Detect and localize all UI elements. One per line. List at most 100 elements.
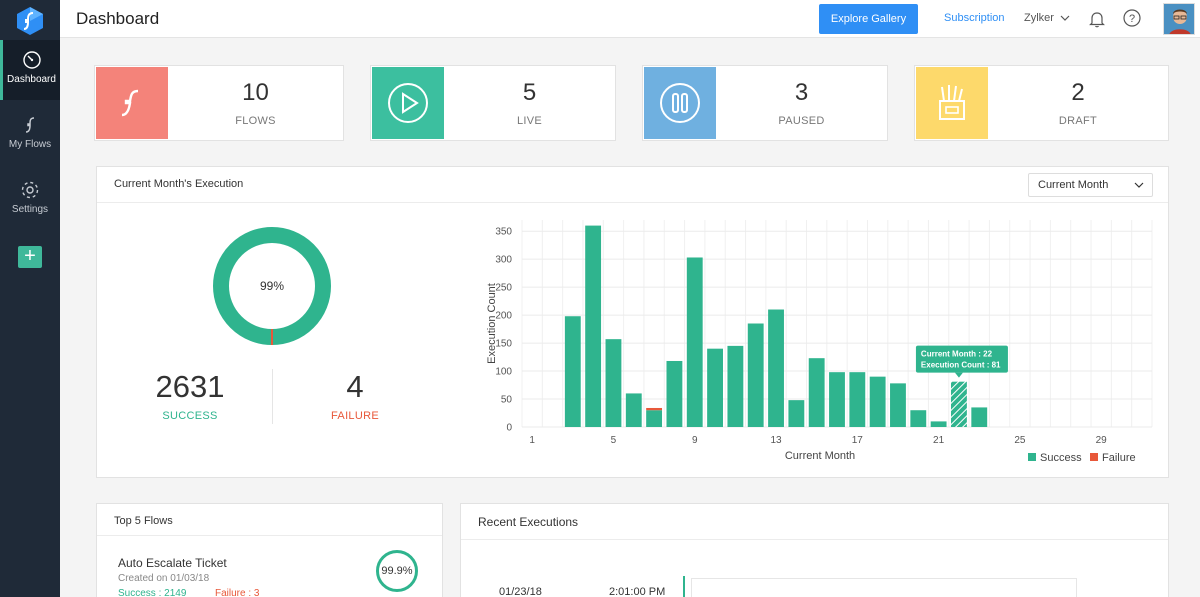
tooltip-arrow [954,372,963,378]
legend-swatch [1090,453,1098,461]
add-flow-button[interactable]: + [18,246,42,268]
gauge-icon [22,51,41,69]
period-select[interactable]: Current Month [1028,173,1153,197]
x-axis-title: Current Month [785,450,855,462]
flow-failure-count: Failure : 3 [215,588,260,597]
bar-success [646,410,663,427]
bar-success [707,348,723,427]
panel-title: Recent Executions [478,515,579,529]
app-logo-icon[interactable] [15,6,45,36]
success-rate-donut [213,227,331,345]
stat-card-draft[interactable]: 2 DRAFT [914,65,1169,141]
stat-value: 3 [794,79,809,106]
stat-value: 10 [242,79,269,106]
stat-tile [372,67,444,139]
stat-card-live[interactable]: 5 LIVE [370,65,616,141]
x-tick-label: 5 [611,435,617,446]
success-label: SUCCESS [162,410,218,422]
y-tick-label: 350 [495,227,512,238]
x-tick-label: 21 [933,435,945,446]
stat-label: FLOWS [235,115,276,127]
donut-label: 99% [259,279,285,293]
x-tick-label: 25 [1014,435,1026,446]
help-icon[interactable]: ? [1123,9,1141,27]
stat-tile [644,67,716,139]
stat-label: LIVE [516,115,543,127]
tooltip-text: Execution Count : 81 [921,361,1001,370]
stat-label: PAUSED [778,115,825,127]
bar-success [686,257,703,427]
y-tick-label: 100 [495,367,512,378]
sidebar: Dashboard My Flows Settings + [0,0,60,597]
y-tick-label: 50 [501,395,513,406]
tooltip-box [915,345,1008,373]
divider [272,369,273,424]
org-name: Zylker [1024,12,1054,24]
bell-icon[interactable] [1089,10,1105,28]
sidebar-item-label: Settings [11,204,49,215]
recent-executions-panel: Recent Executions 01/23/18 2:01:00 PM [460,503,1169,597]
bar-success [910,410,927,427]
sidebar-item-settings[interactable]: Settings [0,170,60,230]
sidebar-item-my-flows[interactable]: My Flows [0,105,60,165]
bar-success [971,407,988,427]
y-tick-label: 200 [495,311,512,322]
flow-created: Created on 01/03/18 [118,573,210,584]
stat-card-flows[interactable]: 10 FLOWS [94,65,344,141]
bar-failure [646,407,663,411]
legend-label: Success [1040,452,1082,464]
flow-icon [25,117,35,133]
sidebar-item-label: Dashboard [7,74,56,85]
timeline-marker [683,576,685,597]
avatar[interactable] [1163,3,1195,35]
chevron-down-icon [1060,15,1070,21]
stat-tile [916,67,988,139]
sidebar-item-dashboard[interactable]: Dashboard [0,40,60,100]
execution-date: 01/23/18 [499,586,542,597]
bar-success [585,225,602,427]
pause-icon [660,83,700,123]
bar-success [605,339,622,427]
success-count: 2631 [155,369,225,404]
bar-success [869,376,886,427]
stat-value: 5 [522,79,537,106]
bar-success [951,381,967,427]
svg-text:?: ? [1129,13,1135,25]
y-tick-label: 250 [495,283,512,294]
org-switcher[interactable]: Zylker [1024,12,1070,24]
panel-title: Top 5 Flows [114,515,173,527]
user-avatar-icon [1164,4,1194,34]
panel-header: Recent Executions [461,504,1168,540]
flow-success-count: Success : 2149 [118,588,187,597]
stat-label: DRAFT [1058,115,1098,127]
x-tick-label: 9 [692,435,698,446]
stat-card-paused[interactable]: 3 PAUSED [642,65,888,141]
legend-label: Failure [1102,452,1136,464]
execution-panel: Current Month's Execution Current Month … [96,166,1169,478]
x-tick-label: 13 [770,435,782,446]
play-icon [388,83,428,123]
explore-gallery-button[interactable]: Explore Gallery [819,4,918,34]
y-tick-label: 300 [495,255,512,266]
bar-success [890,383,906,427]
y-axis-title: Execution Count [486,283,498,364]
panel-title: Current Month's Execution [114,178,244,190]
failure-count: 4 [346,369,364,404]
bar-success [829,372,845,427]
chevron-down-icon [1134,182,1144,188]
subscription-link[interactable]: Subscription [944,12,1005,24]
bar-success [788,400,805,427]
bar-success [625,393,642,427]
panel-header: Top 5 Flows [97,504,442,536]
panel-header: Current Month's Execution Current Month [97,167,1168,203]
y-tick-label: 0 [506,423,512,434]
stat-value: 2 [1071,79,1085,106]
failure-label: FAILURE [331,410,379,422]
top-header: Dashboard Explore Gallery Subscription Z… [60,0,1200,38]
bar-success [808,358,825,427]
legend-swatch [1028,453,1036,461]
page-title: Dashboard [76,9,160,28]
y-tick-label: 150 [495,339,512,350]
bar-success [849,372,866,427]
bar-success [747,323,764,427]
